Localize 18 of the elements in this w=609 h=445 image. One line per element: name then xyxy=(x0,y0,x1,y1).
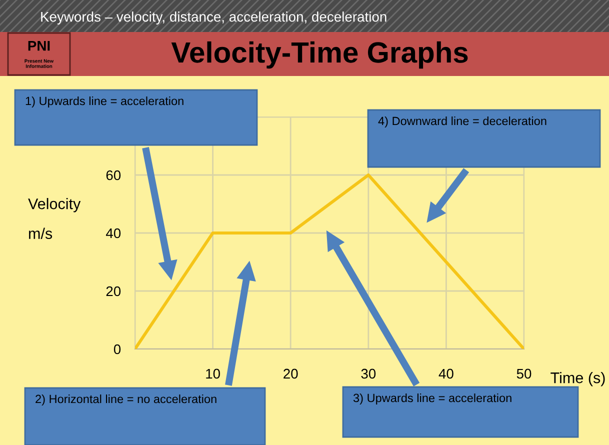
x-tick-label: 30 xyxy=(361,368,376,379)
x-tick-label: 10 xyxy=(206,368,220,379)
y-tick-label: 0 xyxy=(114,344,121,354)
x-tick-label: 20 xyxy=(284,368,298,379)
x-tick-label: 50 xyxy=(516,368,532,379)
x-tick-label: 40 xyxy=(438,368,454,379)
y-tick-label: 20 xyxy=(106,286,121,296)
chart-title: Velocity-Time Graphs xyxy=(171,41,468,69)
x-axis-title: Time (s) xyxy=(550,372,605,386)
chart-subtitle: Keywords – velocity, distance, acceleration, deceleration xyxy=(41,12,386,24)
annotation: 4) Downward line = deceleration xyxy=(378,116,546,128)
text: 3) Upwards line = acceleration xyxy=(353,393,512,405)
y-axis-title: Velocity m/s xyxy=(28,198,81,239)
y-tick-label: 60 xyxy=(106,170,121,180)
text: PNI xyxy=(28,41,50,51)
y-tick-label: 40 xyxy=(106,228,121,238)
text: 2) Horizontal line = no acceleration xyxy=(36,394,216,406)
text: 1) Upwards line = acceleration xyxy=(26,96,184,108)
